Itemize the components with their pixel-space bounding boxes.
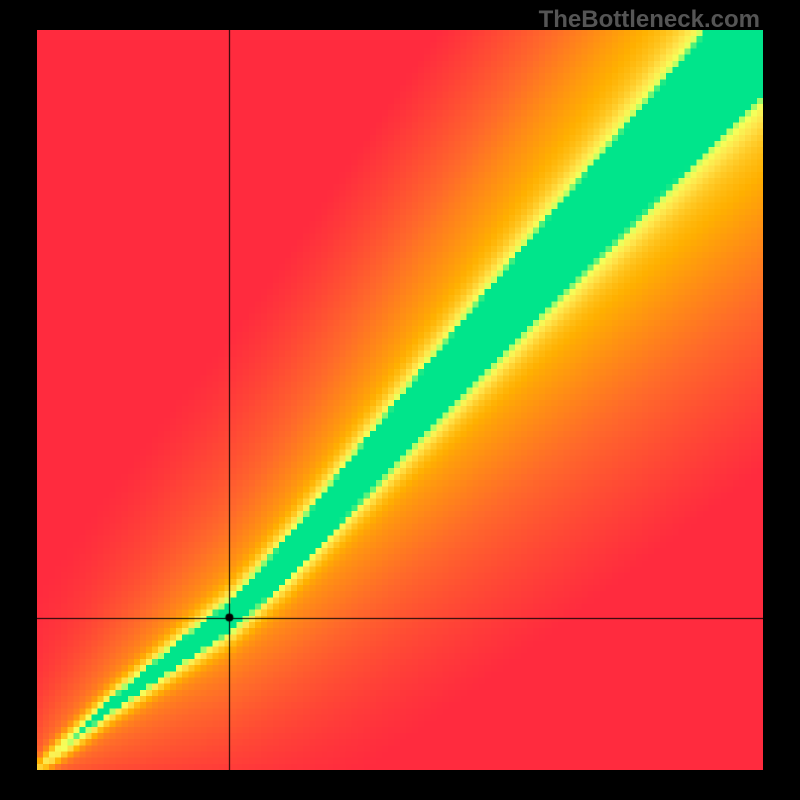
crosshair-overlay (37, 30, 763, 770)
watermark-text: TheBottleneck.com (539, 6, 760, 34)
chart-container: TheBottleneck.com (0, 0, 800, 800)
